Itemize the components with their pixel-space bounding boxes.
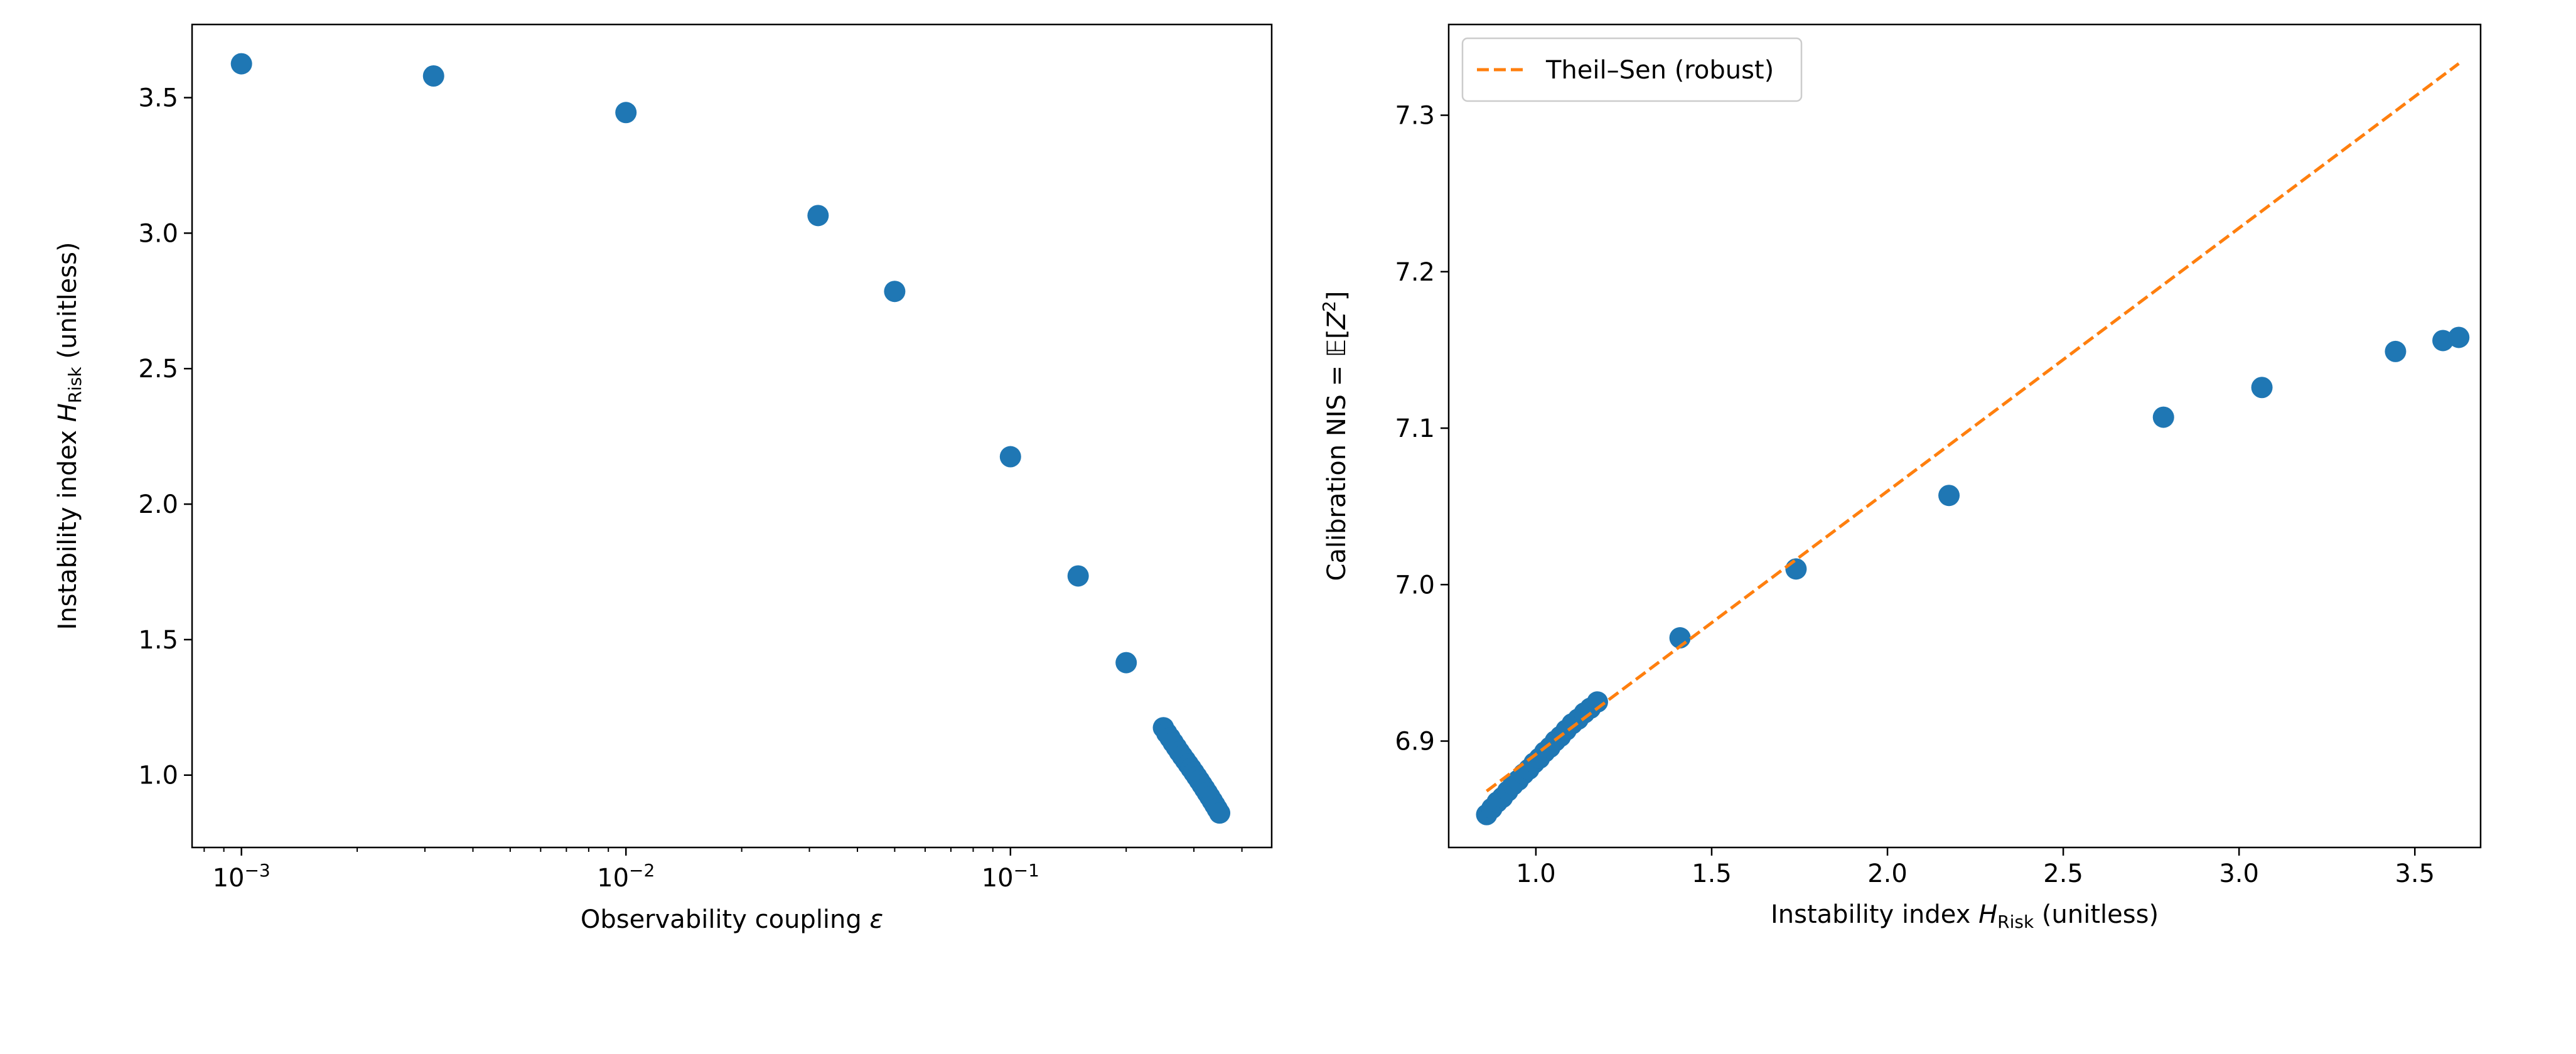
subplot-2: 6.9 7.0 7.1 7.2 7.3 1.0 1.5 2.0 2.5 3.0 3.5 Theil–S… <box>1319 23 2482 932</box>
y-axis-label: Calibration NIS = 𝔼[Z2] <box>1319 291 1351 581</box>
x-tick-label: 3.5 <box>2395 859 2435 888</box>
data-point <box>1115 652 1137 674</box>
y-tick-label: 2.0 <box>138 490 178 519</box>
data-point <box>2152 406 2174 428</box>
y-tick-label: 2.5 <box>138 355 178 384</box>
data-point <box>2251 377 2273 399</box>
x-tick-label: 10−1 <box>982 860 1039 893</box>
y-tick-label: 1.5 <box>138 626 178 655</box>
y-tick-label: 3.0 <box>138 219 178 248</box>
legend-label: Theil–Sen (robust) <box>1545 56 1774 85</box>
axes-frame <box>191 23 1273 849</box>
subplot-1: 1.0 1.5 2.0 2.5 3.0 3.5 10−3 10−2 10−1 Observabil… <box>53 23 1273 934</box>
y-tick-label: 7.3 <box>1395 102 1435 131</box>
data-point <box>615 102 637 124</box>
legend-box <box>1461 37 1803 102</box>
data-point <box>2448 326 2470 348</box>
x-tick-label: 10−2 <box>597 860 655 893</box>
data-point <box>999 446 1021 468</box>
data-point <box>1938 485 1960 507</box>
data-point <box>422 65 444 87</box>
data-point <box>2432 330 2454 352</box>
data-point <box>1067 565 1089 587</box>
data-point <box>1586 691 1608 713</box>
y-tick-label: 7.2 <box>1395 258 1435 287</box>
fit-line <box>1485 62 2460 793</box>
legend: Theil–Sen (robust) <box>1461 37 1803 102</box>
data-point <box>884 281 906 303</box>
x-tick-label: 1.0 <box>1516 859 1556 888</box>
x-axis-label: Instability index HRisk (unitless) <box>1771 900 2159 932</box>
y-tick-label: 1.0 <box>138 761 178 790</box>
data-point <box>1209 802 1231 824</box>
data-point <box>2385 340 2407 362</box>
axes-frame <box>1447 23 2482 849</box>
x-tick-label: 10−3 <box>213 860 271 893</box>
x-tick-label: 3.0 <box>2219 859 2259 888</box>
data-point <box>807 205 829 227</box>
y-tick-label: 7.1 <box>1395 414 1435 443</box>
data-point <box>230 53 252 75</box>
x-tick-label: 1.5 <box>1692 859 1732 888</box>
x-axis-label: Observability coupling ε <box>581 905 883 934</box>
y-tick-label: 7.0 <box>1395 571 1435 600</box>
y-tick-label: 6.9 <box>1395 728 1435 756</box>
x-tick-label: 2.0 <box>1867 859 1908 888</box>
data-point <box>1785 558 1807 580</box>
y-tick-label: 3.5 <box>138 84 178 113</box>
x-tick-label: 2.5 <box>2043 859 2083 888</box>
y-axis-label: Instability index HRisk (unitless) <box>53 242 85 630</box>
